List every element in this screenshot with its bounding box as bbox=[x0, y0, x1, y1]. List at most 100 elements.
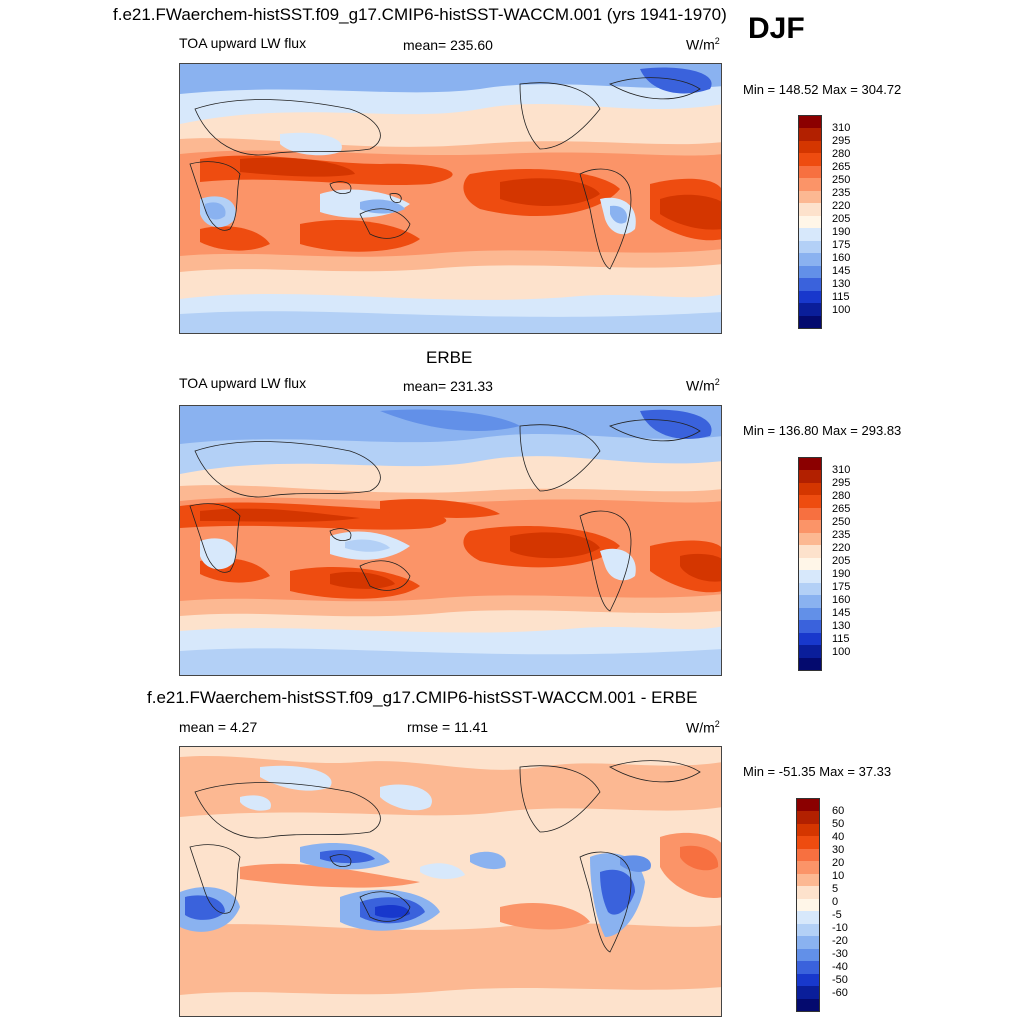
panel2-tick: 220 bbox=[832, 542, 851, 554]
panel2-tick: 235 bbox=[832, 529, 851, 541]
panel2-variable-label: TOA upward LW flux bbox=[179, 375, 307, 391]
colorbar-swatch bbox=[799, 128, 821, 141]
panel2-tick: 205 bbox=[832, 555, 851, 567]
colorbar-swatch bbox=[797, 998, 819, 1011]
panel2-tick: 280 bbox=[832, 490, 851, 502]
colorbar-swatch bbox=[799, 215, 821, 229]
panel3-tick: 50 bbox=[832, 818, 845, 830]
colorbar-swatch bbox=[799, 290, 821, 304]
panel3-tick: -30 bbox=[832, 948, 848, 960]
panel3-tick: -20 bbox=[832, 935, 848, 947]
panel3-tick: -60 bbox=[832, 987, 848, 999]
colorbar-swatch bbox=[797, 936, 819, 949]
panel1-tick: 295 bbox=[832, 135, 851, 147]
colorbar-swatch bbox=[797, 799, 819, 812]
colorbar-swatch bbox=[799, 278, 821, 291]
panel1-tick: 100 bbox=[832, 304, 851, 316]
panel1-title: f.e21.FWaerchem-histSST.f09_g17.CMIP6-hi… bbox=[113, 5, 727, 24]
colorbar-swatch bbox=[797, 836, 819, 849]
colorbar-swatch bbox=[797, 986, 819, 999]
panel2-mean-label: mean= 231.33 bbox=[403, 378, 493, 394]
colorbar-swatch bbox=[799, 116, 821, 129]
panel2-tick: 175 bbox=[832, 581, 851, 593]
colorbar-swatch bbox=[799, 265, 821, 279]
panel3-tick: -10 bbox=[832, 922, 848, 934]
panel2-map bbox=[179, 405, 722, 676]
panel2-tick: 130 bbox=[832, 620, 851, 632]
colorbar-swatch bbox=[799, 165, 821, 179]
panel3-minmax: Min = -51.35 Max = 37.33 bbox=[743, 764, 892, 779]
colorbar-swatch bbox=[799, 253, 821, 266]
colorbar-swatch bbox=[797, 886, 819, 899]
panel1-tick: 205 bbox=[832, 213, 851, 225]
colorbar-swatch bbox=[799, 458, 821, 471]
panel1-tick: 235 bbox=[832, 187, 851, 199]
panel2-tick: 100 bbox=[832, 646, 851, 658]
panel3-tick: 0 bbox=[832, 896, 839, 908]
panel3-colorbar bbox=[796, 798, 820, 1012]
colorbar-swatch bbox=[799, 595, 821, 608]
panel2-tick: 265 bbox=[832, 503, 851, 515]
panel2-title: ERBE bbox=[426, 348, 473, 367]
colorbar-swatch bbox=[799, 495, 821, 508]
colorbar-swatch bbox=[797, 911, 819, 924]
panel3-tick: 40 bbox=[832, 831, 845, 843]
colorbar-swatch bbox=[799, 153, 821, 166]
panel1-map bbox=[179, 63, 722, 334]
panel3-tick: 60 bbox=[832, 805, 845, 817]
colorbar-swatch bbox=[797, 898, 819, 912]
colorbar-swatch bbox=[799, 545, 821, 558]
panel1-tick: 175 bbox=[832, 239, 851, 251]
panel3-mean-label: mean = 4.27 bbox=[179, 719, 258, 735]
colorbar-swatch bbox=[799, 657, 821, 670]
colorbar-swatch bbox=[799, 228, 821, 241]
panel3-unit-label: W/m2 bbox=[686, 719, 720, 736]
colorbar-swatch bbox=[799, 570, 821, 583]
panel2-colorbar bbox=[798, 457, 822, 671]
panel1-tick: 280 bbox=[832, 148, 851, 160]
panel2-tick: 295 bbox=[832, 477, 851, 489]
panel1-mean-label: mean= 235.60 bbox=[403, 37, 493, 53]
colorbar-swatch bbox=[799, 620, 821, 633]
panel2-tick: 115 bbox=[832, 633, 850, 645]
colorbar-swatch bbox=[797, 823, 819, 837]
panel2-minmax: Min = 136.80 Max = 293.83 bbox=[743, 423, 902, 438]
colorbar-swatch bbox=[797, 961, 819, 974]
panel1-tick: 145 bbox=[832, 265, 851, 277]
panel1-tick: 130 bbox=[832, 278, 851, 290]
colorbar-swatch bbox=[799, 190, 821, 204]
panel1-tick: 160 bbox=[832, 252, 851, 264]
panel1-tick: 115 bbox=[832, 291, 850, 303]
colorbar-swatch bbox=[797, 848, 819, 862]
colorbar-swatch bbox=[797, 873, 819, 887]
panel3-rmse-label: rmse = 11.41 bbox=[407, 719, 489, 735]
colorbar-swatch bbox=[797, 861, 819, 874]
panel1-tick: 250 bbox=[832, 174, 851, 186]
panel3-tick: 20 bbox=[832, 857, 845, 869]
colorbar-swatch bbox=[799, 557, 821, 571]
colorbar-swatch bbox=[799, 315, 821, 328]
panel2-tick: 250 bbox=[832, 516, 851, 528]
panel1-colorbar bbox=[798, 115, 822, 329]
panel1-tick: 310 bbox=[832, 122, 851, 134]
panel3-tick: -40 bbox=[832, 961, 848, 973]
panel1-tick: 265 bbox=[832, 161, 851, 173]
panel2-tick: 160 bbox=[832, 594, 851, 606]
panel3-tick: -50 bbox=[832, 974, 848, 986]
panel3-map bbox=[179, 746, 722, 1017]
panel2-tick: 145 bbox=[832, 607, 851, 619]
colorbar-swatch bbox=[799, 203, 821, 216]
panel3-tick: 5 bbox=[832, 883, 839, 895]
panel3-title: f.e21.FWaerchem-histSST.f09_g17.CMIP6-hi… bbox=[147, 688, 698, 707]
panel3-tick: 10 bbox=[832, 870, 845, 882]
colorbar-swatch bbox=[797, 948, 819, 962]
colorbar-swatch bbox=[799, 632, 821, 646]
panel1-variable-label: TOA upward LW flux bbox=[179, 35, 307, 51]
panel2-unit-label: W/m2 bbox=[686, 377, 720, 394]
colorbar-swatch bbox=[799, 507, 821, 521]
colorbar-swatch bbox=[799, 240, 821, 254]
panel1-tick: 220 bbox=[832, 200, 851, 212]
season-label: DJF bbox=[748, 12, 805, 45]
colorbar-swatch bbox=[799, 582, 821, 596]
colorbar-swatch bbox=[799, 178, 821, 191]
